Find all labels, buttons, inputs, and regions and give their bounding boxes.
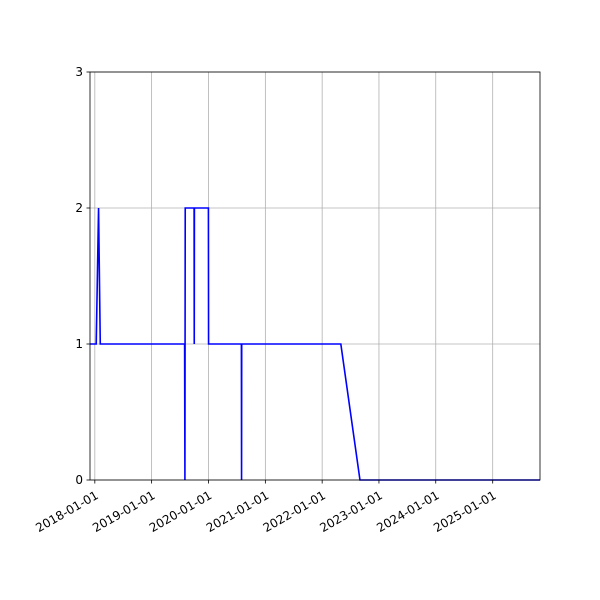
y-tick-label: 0	[75, 473, 83, 487]
y-tick-label: 2	[75, 201, 83, 215]
x-tick-label: 2020-01-01	[147, 488, 214, 535]
x-tick-label: 2022-01-01	[261, 488, 328, 535]
chart-ticks: 2018-01-012019-01-012020-01-012021-01-01…	[33, 65, 498, 535]
x-tick-label: 2021-01-01	[204, 488, 271, 535]
x-tick-label: 2019-01-01	[90, 488, 157, 535]
y-tick-label: 1	[75, 337, 83, 351]
y-tick-label: 3	[75, 65, 83, 79]
chart-axes	[89, 71, 541, 481]
chart-grid	[90, 71, 540, 481]
x-tick-label: 2018-01-01	[33, 488, 100, 535]
x-tick-label: 2023-01-01	[317, 488, 384, 535]
x-tick-label: 2024-01-01	[374, 488, 441, 535]
series-line	[90, 207, 540, 481]
chart-series	[90, 207, 540, 481]
x-tick-label: 2025-01-01	[431, 488, 498, 535]
plot-frame	[89, 71, 541, 481]
